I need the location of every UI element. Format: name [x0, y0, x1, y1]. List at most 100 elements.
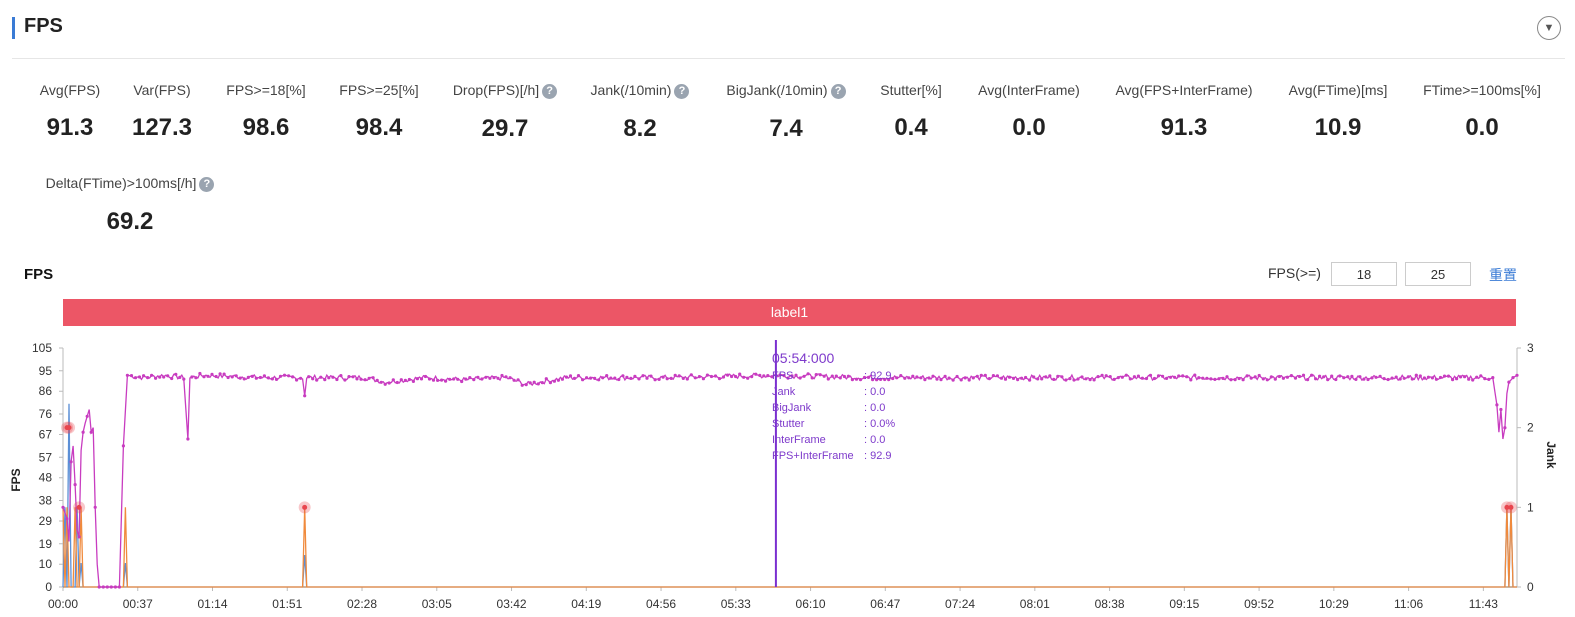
help-icon[interactable]: ? — [199, 177, 215, 192]
x-tick-label: 03:42 — [497, 597, 527, 611]
fps-point — [238, 376, 242, 380]
fps-point — [589, 376, 593, 380]
stat-0: Avg(FPS) 91.3 — [0, 82, 190, 142]
fps-point — [1076, 377, 1080, 381]
fps-point — [282, 373, 287, 377]
fps-point — [1152, 376, 1157, 381]
fps-point — [770, 375, 774, 379]
reset-button[interactable]: 重置 — [1489, 267, 1517, 283]
fps-point — [230, 375, 234, 379]
fps-point — [399, 378, 403, 382]
threshold-input-2[interactable] — [1405, 262, 1471, 286]
fps-point — [1233, 378, 1237, 382]
fps-point — [1285, 375, 1289, 379]
fps-point — [1108, 375, 1112, 379]
fps-point — [971, 376, 975, 380]
tooltip-key: FPS+InterFrame — [772, 450, 854, 462]
fps-point — [448, 377, 452, 381]
fps-point — [1197, 376, 1201, 380]
fps-point — [319, 375, 323, 379]
fps-point — [1507, 380, 1511, 384]
fps-point — [875, 378, 879, 382]
fps-point — [1237, 376, 1241, 381]
fps-point — [315, 378, 319, 382]
fps-point — [1289, 374, 1293, 378]
stat-label-text: Jank(/10min) — [590, 82, 672, 98]
fps-point — [1217, 377, 1221, 381]
fps-point — [291, 375, 295, 379]
fps-point — [1269, 375, 1273, 379]
fps-point — [194, 376, 198, 380]
fps-point — [440, 378, 444, 382]
y2-tick-label: 2 — [1527, 421, 1534, 435]
fps-point — [673, 373, 677, 377]
fps-point — [911, 374, 915, 378]
threshold-input-1[interactable] — [1331, 262, 1397, 286]
section-header: FPS ▼ — [0, 0, 1575, 59]
fps-point — [633, 374, 637, 378]
stat-label-text: Avg(InterFrame) — [978, 82, 1080, 98]
fps-point — [693, 376, 697, 380]
stat-label: Stutter[%] — [791, 82, 1031, 98]
fps-point — [158, 375, 162, 379]
fps-point — [1398, 377, 1402, 381]
help-icon[interactable]: ? — [830, 84, 846, 99]
fps-point — [395, 380, 399, 385]
fps-point — [806, 372, 810, 376]
fps-point — [979, 373, 983, 377]
fps-point — [677, 374, 681, 378]
y-tick-label: 10 — [39, 557, 53, 571]
fps-point — [419, 377, 424, 381]
fps-point — [617, 377, 621, 382]
fps-point — [742, 375, 746, 379]
label-bar[interactable]: label1 — [63, 299, 1516, 326]
fps-point — [822, 374, 826, 378]
fps-point — [423, 374, 428, 379]
fps-point — [101, 585, 105, 589]
fps-point — [1366, 377, 1370, 382]
x-tick-label: 07:24 — [945, 597, 975, 611]
fps-point — [1430, 376, 1434, 380]
fps-point — [1080, 375, 1084, 379]
y-tick-label: 29 — [39, 514, 53, 528]
stat-value: 0.0 — [1012, 114, 1046, 141]
collapse-toggle-icon[interactable]: ▼ — [1537, 16, 1561, 40]
fps-point — [174, 372, 178, 376]
fps-point — [838, 376, 842, 380]
stat-value: 98.4 — [355, 114, 403, 141]
stat-label-text: Stutter[%] — [880, 82, 942, 98]
fps-point — [436, 378, 440, 382]
stat-8: Avg(InterFrame) 0.0 — [909, 82, 1149, 142]
fps-point — [1060, 375, 1064, 379]
fps-point — [307, 375, 311, 379]
fps-point — [1511, 376, 1515, 380]
fps-point — [1020, 376, 1024, 380]
fps-point — [1382, 377, 1386, 381]
help-icon[interactable]: ? — [674, 84, 690, 99]
fps-point — [258, 375, 262, 380]
fps-point — [1156, 374, 1161, 378]
fps-point — [685, 377, 689, 381]
fps-point — [1390, 376, 1394, 380]
help-icon[interactable]: ? — [542, 84, 558, 99]
fps-point — [1112, 377, 1116, 381]
fps-point — [1277, 374, 1281, 379]
x-tick-label: 09:15 — [1169, 597, 1199, 611]
stat-label: Avg(FPS) — [0, 82, 190, 98]
fps-point — [1048, 374, 1052, 378]
fps-point — [681, 376, 685, 380]
stat-label-text: Avg(FTime)[ms] — [1288, 82, 1388, 98]
fps-point — [585, 376, 589, 380]
fps-point — [532, 380, 536, 384]
stat-label: Jank(/10min)? — [520, 82, 760, 99]
fps-point — [492, 376, 496, 380]
fps-point — [810, 376, 814, 380]
fps-point — [379, 380, 383, 384]
y-tick-label: 57 — [39, 450, 53, 464]
fps-point — [576, 374, 581, 378]
fps-point — [278, 374, 283, 378]
fps-point — [794, 373, 798, 377]
fps-point — [661, 375, 665, 379]
fps-point — [818, 373, 822, 377]
